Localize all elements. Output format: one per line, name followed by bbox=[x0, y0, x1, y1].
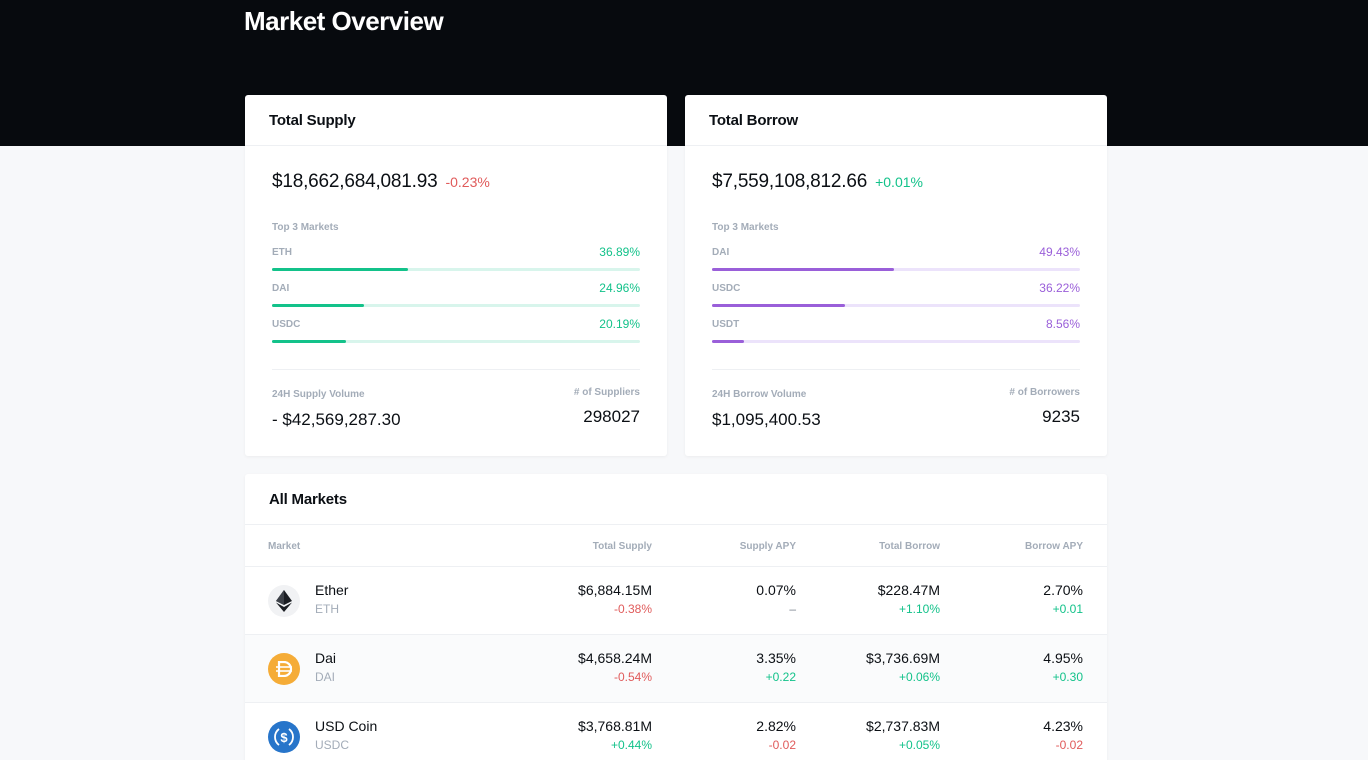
total-supply-change: -0.23% bbox=[445, 174, 490, 190]
total-supply-card: Total Supply $18,662,684,081.93 -0.23% T… bbox=[245, 95, 667, 456]
volume-label: 24H Supply Volume bbox=[272, 389, 365, 400]
table-row[interactable]: Ether ETH $6,884.15M -0.38% 0.07% – $228… bbox=[245, 567, 1107, 635]
borrow-apy-cell: 4.23% bbox=[1043, 718, 1083, 734]
top-markets-label: Top 3 Markets bbox=[712, 222, 779, 233]
asset-name: Ether bbox=[315, 582, 349, 598]
card-title: Total Borrow bbox=[685, 95, 1107, 146]
table-row[interactable]: $ USD Coin USDC $3,768.81M +0.44% 2.82% … bbox=[245, 703, 1107, 760]
divider bbox=[712, 369, 1080, 370]
borrowers-count: 9235 bbox=[1042, 407, 1080, 426]
top-market-name: DAI bbox=[712, 246, 730, 258]
share-bar-fill bbox=[272, 340, 347, 343]
total-supply-value: $18,662,684,081.93 bbox=[272, 171, 438, 192]
supply-apy-cell: 0.07% bbox=[756, 582, 796, 598]
supply-apy-change-cell: +0.22 bbox=[765, 670, 796, 684]
suppliers-count: 298027 bbox=[583, 407, 640, 426]
column-header-market[interactable]: Market bbox=[268, 541, 301, 552]
share-bar bbox=[272, 268, 640, 271]
top-market-percent: 8.56% bbox=[1045, 317, 1080, 331]
asset-symbol: USDC bbox=[315, 738, 350, 752]
total-borrow-change-cell: +0.06% bbox=[898, 670, 940, 684]
card-title: All Markets bbox=[245, 474, 1107, 525]
top-markets-label: Top 3 Markets bbox=[272, 222, 339, 233]
card-title: Total Supply bbox=[245, 95, 667, 146]
top-market-row: DAI 49.43% bbox=[712, 245, 1080, 271]
share-bar-fill bbox=[712, 340, 744, 343]
column-header-supply-apy[interactable]: Supply APY bbox=[739, 541, 796, 552]
supply-apy-cell: 3.35% bbox=[756, 650, 796, 666]
column-header-borrow-apy[interactable]: Borrow APY bbox=[1025, 541, 1083, 552]
total-borrow-cell: $2,737.83M bbox=[866, 718, 940, 734]
total-supply-cell: $6,884.15M bbox=[578, 582, 652, 598]
borrow-apy-cell: 2.70% bbox=[1043, 582, 1083, 598]
total-borrow-cell: $228.47M bbox=[877, 582, 940, 598]
borrow-apy-cell: 4.95% bbox=[1043, 650, 1083, 666]
supply-apy-cell: 2.82% bbox=[756, 718, 796, 734]
asset-symbol: DAI bbox=[315, 670, 336, 684]
asset-name: Dai bbox=[315, 650, 337, 666]
total-borrow-value: $7,559,108,812.66 bbox=[712, 171, 868, 192]
total-borrow-cell: $3,736.69M bbox=[866, 650, 940, 666]
top-market-percent: 24.96% bbox=[599, 281, 640, 295]
suppliers-label: # of Suppliers bbox=[573, 387, 640, 398]
total-supply-change-cell: +0.44% bbox=[610, 738, 652, 752]
share-bar bbox=[712, 304, 1080, 307]
page-title: Market Overview bbox=[244, 6, 444, 36]
dai-icon bbox=[268, 653, 300, 685]
share-bar-fill bbox=[712, 304, 846, 307]
share-bar-fill bbox=[712, 268, 894, 271]
top-market-name: USDC bbox=[712, 282, 741, 294]
all-markets-card: All Markets Market Total Supply Supply A… bbox=[245, 474, 1107, 760]
share-bar bbox=[272, 340, 640, 343]
top-market-name: USDC bbox=[272, 318, 301, 330]
top-market-percent: 36.89% bbox=[599, 245, 640, 259]
total-borrow-card: Total Borrow $7,559,108,812.66 +0.01% To… bbox=[685, 95, 1107, 456]
top-market-row: USDT 8.56% bbox=[712, 317, 1080, 343]
top-market-percent: 20.19% bbox=[599, 317, 640, 331]
borrow-apy-change-cell: +0.30 bbox=[1052, 670, 1083, 684]
share-bar-fill bbox=[272, 304, 364, 307]
top-market-row: ETH 36.89% bbox=[272, 245, 640, 271]
hero-banner bbox=[0, 0, 1368, 146]
divider bbox=[272, 369, 640, 370]
column-header-total-supply[interactable]: Total Supply bbox=[592, 541, 652, 552]
asset-symbol: ETH bbox=[315, 602, 339, 616]
share-bar bbox=[272, 304, 640, 307]
top-market-percent: 49.43% bbox=[1039, 245, 1080, 259]
column-header-total-borrow[interactable]: Total Borrow bbox=[879, 541, 940, 552]
total-supply-cell: $3,768.81M bbox=[578, 718, 652, 734]
top-market-name: USDT bbox=[712, 318, 740, 330]
total-borrow-change: +0.01% bbox=[875, 174, 923, 190]
supply-apy-change-cell: -0.02 bbox=[768, 738, 796, 752]
top-market-row: DAI 24.96% bbox=[272, 281, 640, 307]
top-market-name: ETH bbox=[272, 246, 292, 258]
total-borrow-change-cell: +1.10% bbox=[898, 602, 940, 616]
share-bar bbox=[712, 340, 1080, 343]
top-market-percent: 36.22% bbox=[1039, 281, 1080, 295]
top-market-row: USDC 36.22% bbox=[712, 281, 1080, 307]
borrowers-label: # of Borrowers bbox=[1009, 387, 1080, 398]
supply-volume-value: - $42,569,287.30 bbox=[272, 410, 401, 429]
total-supply-cell: $4,658.24M bbox=[578, 650, 652, 666]
table-header: Market Total Supply Supply APY Total Bor… bbox=[245, 526, 1107, 567]
total-borrow-change-cell: +0.05% bbox=[898, 738, 940, 752]
ether-icon bbox=[268, 585, 300, 617]
share-bar bbox=[712, 268, 1080, 271]
usd-coin-icon: $ bbox=[268, 721, 300, 753]
total-supply-change-cell: -0.38% bbox=[613, 602, 652, 616]
table-row[interactable]: Dai DAI $4,658.24M -0.54% 3.35% +0.22 $3… bbox=[245, 635, 1107, 703]
top-market-row: USDC 20.19% bbox=[272, 317, 640, 343]
top-market-name: DAI bbox=[272, 282, 290, 294]
borrow-apy-change-cell: +0.01 bbox=[1052, 602, 1083, 616]
supply-apy-change-cell: – bbox=[789, 602, 796, 616]
borrow-apy-change-cell: -0.02 bbox=[1055, 738, 1083, 752]
share-bar-fill bbox=[272, 268, 408, 271]
asset-name: USD Coin bbox=[315, 718, 378, 734]
svg-text:$: $ bbox=[280, 730, 288, 745]
borrow-volume-value: $1,095,400.53 bbox=[712, 410, 821, 429]
total-supply-change-cell: -0.54% bbox=[613, 670, 652, 684]
volume-label: 24H Borrow Volume bbox=[712, 389, 807, 400]
